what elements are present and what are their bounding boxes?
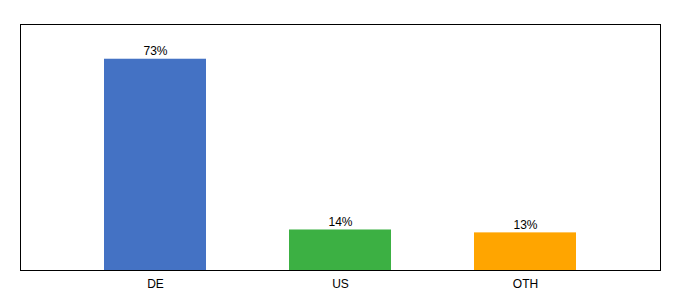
svg-text:DE: DE bbox=[147, 277, 164, 291]
svg-text:US: US bbox=[332, 277, 349, 291]
svg-text:73%: 73% bbox=[143, 44, 167, 58]
svg-text:OTH: OTH bbox=[513, 277, 538, 291]
svg-text:13%: 13% bbox=[513, 218, 537, 232]
svg-text:14%: 14% bbox=[328, 215, 352, 229]
